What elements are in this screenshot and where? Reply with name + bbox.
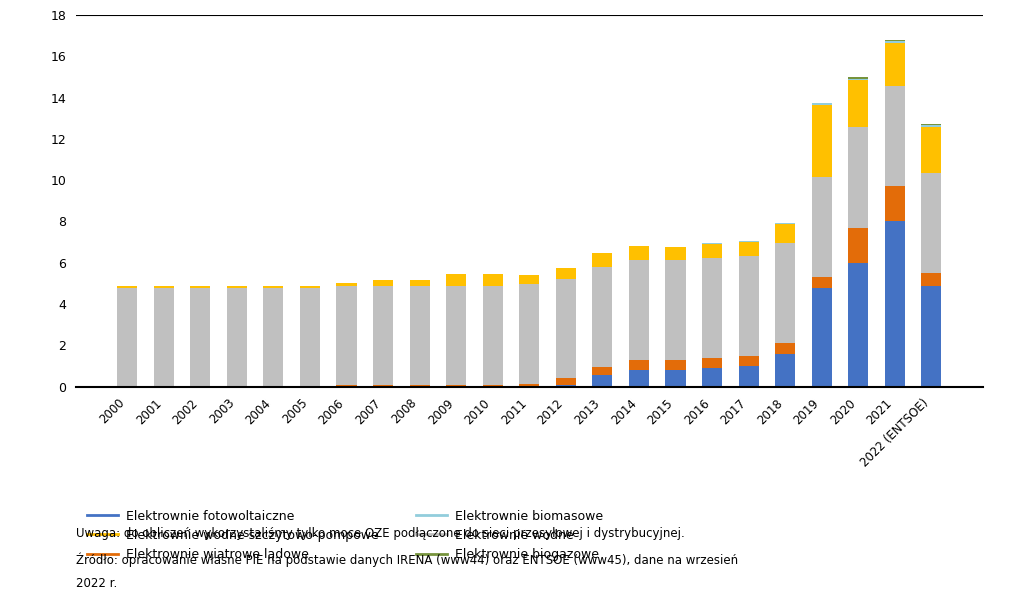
Bar bbox=[884, 86, 905, 186]
Bar bbox=[190, 287, 211, 387]
Bar bbox=[154, 287, 174, 387]
Bar bbox=[373, 280, 393, 286]
Bar bbox=[848, 80, 868, 127]
Bar bbox=[921, 124, 941, 126]
Bar bbox=[446, 286, 466, 385]
Bar bbox=[300, 286, 320, 287]
Bar bbox=[884, 43, 905, 86]
Bar bbox=[811, 287, 832, 387]
Bar bbox=[154, 286, 174, 287]
Bar bbox=[775, 243, 795, 343]
Bar bbox=[848, 77, 868, 79]
Bar bbox=[556, 385, 576, 387]
Bar bbox=[921, 286, 941, 387]
Bar bbox=[556, 378, 576, 385]
Bar bbox=[336, 385, 357, 387]
Bar bbox=[336, 283, 357, 286]
Bar bbox=[593, 375, 613, 387]
Bar bbox=[811, 177, 832, 277]
Bar bbox=[848, 263, 868, 387]
Bar bbox=[738, 242, 759, 256]
Bar bbox=[702, 358, 722, 368]
Bar bbox=[593, 267, 613, 367]
Bar bbox=[921, 273, 941, 286]
Bar bbox=[811, 104, 832, 105]
Bar bbox=[482, 274, 502, 286]
Bar bbox=[520, 275, 539, 284]
Bar bbox=[666, 259, 686, 360]
Bar bbox=[666, 360, 686, 370]
Bar bbox=[702, 368, 722, 387]
Bar bbox=[263, 286, 284, 287]
Bar bbox=[593, 253, 613, 267]
Bar bbox=[227, 287, 247, 387]
Bar bbox=[702, 244, 722, 258]
Bar bbox=[482, 385, 502, 387]
Bar bbox=[520, 284, 539, 384]
Bar bbox=[921, 173, 941, 273]
Legend: Elektrownie fotowoltaiczne, Elektrownie wodne szczytowo-pompowe, Elektrownie wia: Elektrownie fotowoltaiczne, Elektrownie … bbox=[82, 505, 608, 566]
Bar bbox=[811, 105, 832, 177]
Bar bbox=[702, 243, 722, 244]
Bar bbox=[629, 259, 649, 360]
Bar bbox=[738, 366, 759, 387]
Bar bbox=[775, 353, 795, 387]
Bar bbox=[848, 228, 868, 263]
Bar bbox=[629, 360, 649, 370]
Bar bbox=[263, 287, 284, 387]
Bar bbox=[666, 370, 686, 387]
Bar bbox=[300, 287, 320, 387]
Bar bbox=[811, 277, 832, 287]
Bar bbox=[738, 241, 759, 242]
Bar bbox=[884, 186, 905, 221]
Bar bbox=[373, 385, 393, 387]
Bar bbox=[482, 286, 502, 385]
Bar bbox=[336, 286, 357, 385]
Bar bbox=[373, 286, 393, 385]
Bar bbox=[556, 279, 576, 378]
Bar bbox=[775, 224, 795, 243]
Bar bbox=[629, 246, 649, 259]
Bar bbox=[848, 79, 868, 80]
Bar bbox=[520, 386, 539, 387]
Bar bbox=[884, 40, 905, 43]
Bar bbox=[702, 258, 722, 358]
Bar bbox=[666, 248, 686, 259]
Bar bbox=[556, 268, 576, 279]
Text: 2022 r.: 2022 r. bbox=[76, 577, 118, 590]
Bar bbox=[118, 286, 138, 287]
Bar bbox=[775, 343, 795, 353]
Bar bbox=[593, 367, 613, 375]
Bar bbox=[738, 356, 759, 366]
Bar bbox=[227, 286, 247, 287]
Bar bbox=[409, 286, 430, 385]
Bar bbox=[520, 384, 539, 386]
Bar bbox=[884, 221, 905, 387]
Bar bbox=[738, 256, 759, 356]
Bar bbox=[409, 280, 430, 286]
Bar bbox=[190, 286, 211, 287]
Bar bbox=[921, 127, 941, 173]
Bar bbox=[118, 287, 138, 387]
Bar bbox=[921, 126, 941, 127]
Bar bbox=[446, 385, 466, 387]
Text: Źródło: opracowanie własne PIE na podstawie danych IRENA (www44) oraz ENTSOE (ww: Źródło: opracowanie własne PIE na podsta… bbox=[76, 552, 738, 566]
Bar bbox=[409, 385, 430, 387]
Bar bbox=[775, 223, 795, 224]
Bar bbox=[848, 127, 868, 228]
Bar bbox=[446, 274, 466, 286]
Bar bbox=[629, 370, 649, 387]
Text: Uwaga: do obliczeń wykorzystaliśmy tylko moce OZE podłączone do sieci przesyłowe: Uwaga: do obliczeń wykorzystaliśmy tylko… bbox=[76, 527, 685, 540]
